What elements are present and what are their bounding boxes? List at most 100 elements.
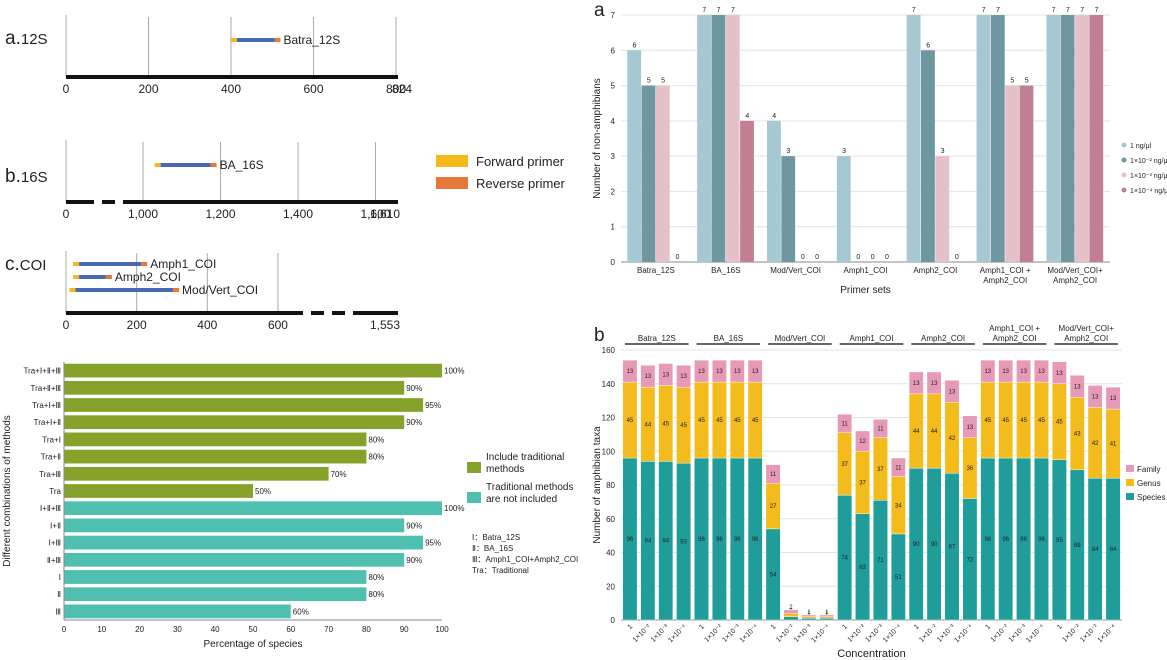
gbar-tick-label: 6 [611, 46, 616, 55]
sbar-value-label: 13 [716, 369, 723, 375]
gbar-value-label: 0 [885, 254, 889, 261]
sbar-value-label: 13 [734, 369, 741, 375]
sbar-value-label: 51 [895, 575, 902, 581]
sbar-value-label: 13 [644, 374, 651, 380]
gbar-bar [1019, 85, 1034, 262]
gbar-value-label: 5 [647, 78, 651, 85]
hbar-value-label: 95% [425, 539, 441, 548]
sbar-value-label: 11 [770, 472, 777, 478]
gbar-legend-marker [1121, 187, 1127, 193]
sbar-value-label: 13 [1056, 371, 1063, 377]
gbar-bar [1089, 15, 1104, 262]
gbar-tick-label: 7 [611, 11, 616, 20]
primer-map-tick-label: 600 [268, 318, 288, 332]
sbar-segment [1105, 386, 1121, 410]
sbar-value-label: 1 [825, 612, 829, 618]
gbar-bar [781, 156, 796, 262]
hbar-legend-label: Include traditional methods [486, 452, 564, 475]
sbar-value-label: 13 [680, 374, 687, 380]
sbar-value-label: 45 [734, 418, 741, 424]
sbar-segment [980, 359, 996, 383]
sbar-y-axis-label: Number of amphibian taxa [592, 426, 603, 544]
primer-map-2: c.COI 0 200 400 600 1,553 Amph1_COIAmph2_COIMo… [5, 251, 400, 332]
gbar-value-label: 7 [996, 7, 1000, 14]
sbar-value-label: 96 [1038, 537, 1045, 543]
sbar-value-label: 74 [841, 556, 848, 562]
gbar-value-label: 0 [815, 254, 819, 261]
sbar-value-label: 90 [913, 542, 920, 548]
sbar-segment [873, 418, 888, 438]
hbar-bar [64, 604, 291, 619]
gbar-tick-label: 3 [611, 152, 616, 161]
sbar-segment [1087, 385, 1103, 408]
sbar-value-label: 13 [662, 372, 669, 378]
gbar-category-label: Amph1_COI [843, 266, 887, 275]
gbar-value-label: 7 [717, 7, 721, 14]
sbar-segment [712, 359, 727, 383]
sbar-group-label: Amph2_COI [993, 334, 1037, 343]
sbar-legend-label: Species [1137, 493, 1165, 502]
sbar-concentration-label: 1×10⁻⁴ [739, 623, 760, 644]
hbar-tick-label: 40 [211, 625, 220, 634]
amplicon [75, 288, 174, 292]
sbar-value-label: 45 [716, 418, 723, 424]
sbar-value-label: 37 [877, 467, 884, 473]
sbar-segment [998, 359, 1014, 383]
sbar-value-label: 93 [680, 540, 687, 546]
gbar-value-label: 5 [1025, 78, 1029, 85]
primer-name: Mod/Vert_COI [182, 283, 258, 297]
sbar-tick-label: 40 [606, 549, 615, 558]
gbar-legend-label: 1×10⁻³ ng/μl [1130, 173, 1167, 180]
sbar-value-label: 45 [627, 418, 634, 424]
gbar-value-label: 7 [982, 7, 986, 14]
sbar-segment [783, 609, 799, 614]
reverse-primer [141, 262, 148, 266]
reverse-primer [105, 275, 112, 279]
gbar-bar [767, 120, 781, 262]
primer-map-length-label: 1,553 [370, 318, 400, 332]
sbar-value-label: 36 [967, 466, 974, 472]
sbar-value-label: 13 [1002, 369, 1009, 375]
gbar-bar [1075, 15, 1089, 262]
hbar-note: Ⅰ：Batra_12S [472, 533, 520, 542]
sbar-value-label: 13 [984, 369, 991, 375]
gbar-value-label: 7 [912, 7, 916, 14]
sbar-value-label: 11 [877, 426, 884, 432]
method-combination-chart: Tra+Ⅰ+Ⅱ+Ⅲ 100% Tra+Ⅱ+Ⅲ 90% Tra+Ⅰ+Ⅲ 95% Tra+Ⅰ+Ⅱ… [2, 362, 578, 650]
gbar-bar [641, 85, 656, 262]
sbar-concentration-label: 1×10⁻² [847, 623, 868, 644]
sbar-segment [1069, 375, 1085, 398]
hbar-bar [64, 449, 367, 464]
sbar-value-label: 45 [1002, 418, 1009, 424]
hbar-value-label: 90% [406, 521, 422, 530]
gbar-category-label: Amph2_COI [913, 266, 957, 275]
gbar-value-label: 0 [856, 254, 860, 261]
sbar-tick-label: 100 [602, 447, 616, 456]
sbar-value-label: 37 [859, 480, 866, 486]
gbar-value-label: 0 [955, 254, 959, 261]
sbar-concentration-label: 1×10⁻⁴ [1097, 623, 1118, 644]
hbar-tick-label: 10 [97, 625, 106, 634]
primer-map-tick-label: 400 [197, 318, 217, 332]
gbar-bar [976, 15, 991, 262]
primer-map-tick-label: 1,400 [283, 207, 313, 221]
sbar-value-label: 45 [680, 423, 687, 429]
sbar-concentration-label: 1×10⁻⁴ [953, 623, 974, 644]
sbar-segment [1016, 359, 1031, 383]
hbar-category-label: Tra+Ⅱ [41, 453, 61, 462]
forward-primer [231, 38, 237, 42]
gbar-bar [697, 15, 711, 262]
hbar-value-label: 70% [331, 470, 347, 479]
sbar-segment [640, 364, 656, 388]
hbar-category-label: Ⅰ+Ⅲ [48, 539, 61, 548]
sbar-segment [1052, 361, 1067, 384]
hbar-value-label: 90% [406, 384, 422, 393]
sbar-value-label: 27 [770, 504, 777, 510]
hbar-y-axis-label: Different combinations of methods [2, 415, 13, 567]
hbar-bar [64, 415, 405, 430]
gbar-value-label: 3 [787, 148, 791, 155]
sbar-tick-label: 20 [606, 582, 615, 591]
sbar-value-label: 96 [984, 537, 991, 543]
sbar-value-label: 13 [913, 381, 920, 387]
